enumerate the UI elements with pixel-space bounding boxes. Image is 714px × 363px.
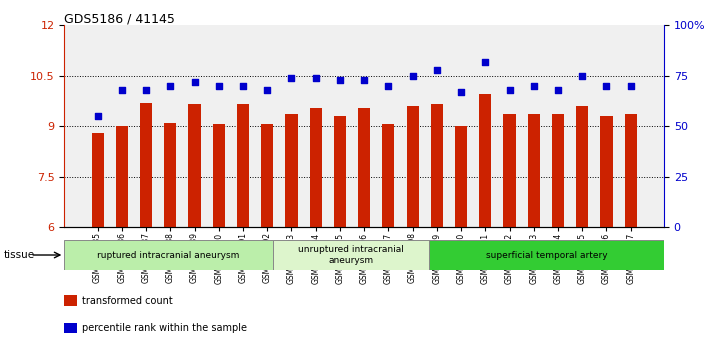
Point	[213, 83, 224, 89]
Bar	[164, 123, 176, 227]
Point	[480, 59, 491, 65]
Bar	[91, 133, 104, 227]
Point	[383, 83, 394, 89]
Bar	[116, 126, 128, 227]
Bar	[334, 116, 346, 227]
Bar	[406, 106, 418, 227]
Text: transformed count: transformed count	[82, 295, 173, 306]
Point	[286, 75, 297, 81]
Point	[164, 83, 176, 89]
Text: percentile rank within the sample: percentile rank within the sample	[82, 323, 247, 333]
Text: GDS5186 / 41145: GDS5186 / 41145	[64, 13, 175, 26]
Bar	[213, 125, 225, 227]
Point	[625, 83, 636, 89]
Bar	[625, 114, 637, 227]
Bar	[479, 94, 491, 227]
Bar	[237, 104, 249, 227]
Bar	[600, 116, 613, 227]
Bar	[382, 125, 394, 227]
Point	[237, 83, 248, 89]
Bar	[261, 125, 273, 227]
Point	[528, 83, 540, 89]
Bar	[429, 240, 664, 270]
Text: ruptured intracranial aneurysm: ruptured intracranial aneurysm	[97, 250, 240, 260]
Bar	[552, 114, 564, 227]
Bar	[273, 240, 429, 270]
Point	[261, 87, 273, 93]
Text: superficial temporal artery: superficial temporal artery	[486, 250, 608, 260]
Point	[456, 89, 467, 95]
Bar	[286, 114, 298, 227]
Point	[600, 83, 612, 89]
Point	[116, 87, 128, 93]
Point	[504, 87, 516, 93]
Point	[407, 73, 418, 79]
Bar	[140, 103, 152, 227]
Point	[141, 87, 152, 93]
Bar	[576, 106, 588, 227]
Bar	[310, 108, 322, 227]
Text: tissue: tissue	[4, 250, 35, 260]
Bar	[188, 104, 201, 227]
Point	[576, 73, 588, 79]
Text: unruptured intracranial
aneurysm: unruptured intracranial aneurysm	[298, 245, 404, 265]
Bar	[503, 114, 516, 227]
Bar	[358, 108, 370, 227]
Bar	[455, 126, 467, 227]
Point	[334, 77, 346, 83]
Point	[188, 79, 200, 85]
Bar	[431, 104, 443, 227]
Point	[310, 75, 321, 81]
Point	[92, 113, 104, 119]
Bar	[64, 240, 273, 270]
Point	[431, 67, 443, 73]
Point	[358, 77, 370, 83]
Point	[553, 87, 564, 93]
Bar	[528, 114, 540, 227]
